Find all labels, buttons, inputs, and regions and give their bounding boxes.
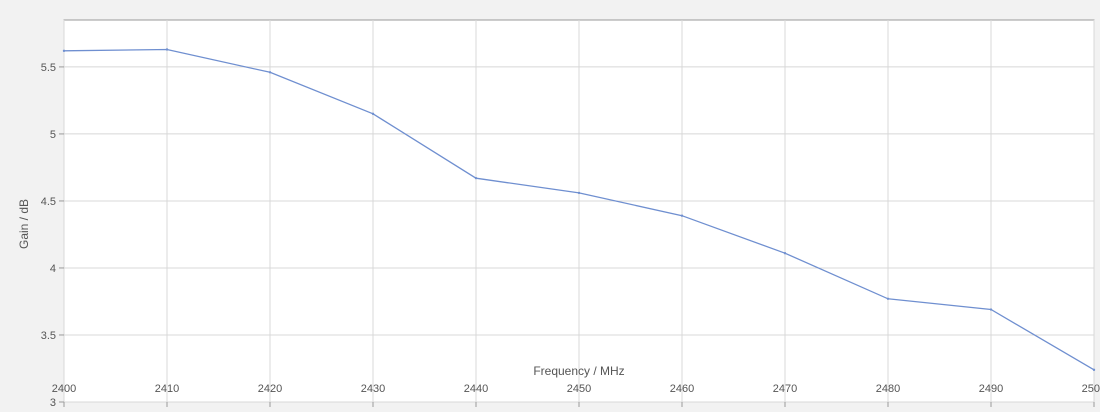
data-point — [783, 252, 787, 255]
x-axis-ticks: 2400 2410 2420 2430 2440 2450 2460 2470 2480 2490… — [52, 383, 1100, 407]
x-tick-label: 2420 — [258, 383, 282, 395]
y-tick-label: 3.5 — [41, 330, 56, 342]
y-tick-label: 4.5 — [41, 196, 56, 208]
data-point — [577, 191, 581, 195]
y-tick-label: 5 — [50, 129, 56, 141]
x-tick-label: 2430 — [361, 383, 385, 395]
data-point — [680, 214, 684, 217]
data-point — [474, 176, 478, 180]
x-tick-label: 2490 — [979, 383, 1003, 395]
data-point — [165, 48, 169, 51]
y-axis-ticks: 3 3.5 4 4.5 5 5.5 — [41, 62, 64, 409]
x-tick-label: 2450 — [567, 383, 591, 395]
x-tick-label: 2480 — [876, 383, 900, 395]
grid-lines — [63, 20, 1095, 403]
x-tick-label: 2410 — [155, 383, 179, 395]
data-point — [371, 112, 375, 116]
x-tick-label: 2470 — [773, 383, 797, 395]
data-point — [1092, 368, 1096, 372]
y-axis-title: Gain / dB — [17, 199, 31, 249]
y-tick-label: 4 — [50, 263, 56, 275]
data-point — [62, 49, 66, 53]
x-tick-label: 2400 — [52, 383, 76, 395]
y-tick-label: 5.5 — [41, 62, 56, 74]
y-tick-label: 3 — [50, 397, 56, 409]
x-tick-label: 250 — [1082, 383, 1100, 395]
x-tick-label: 2440 — [464, 383, 488, 395]
x-tick-label: 2460 — [670, 383, 694, 395]
series-group — [62, 48, 1096, 372]
data-point — [268, 71, 272, 74]
data-point — [886, 297, 890, 300]
x-axis-title: Frequency / MHz — [533, 364, 624, 378]
data-point — [989, 308, 993, 311]
